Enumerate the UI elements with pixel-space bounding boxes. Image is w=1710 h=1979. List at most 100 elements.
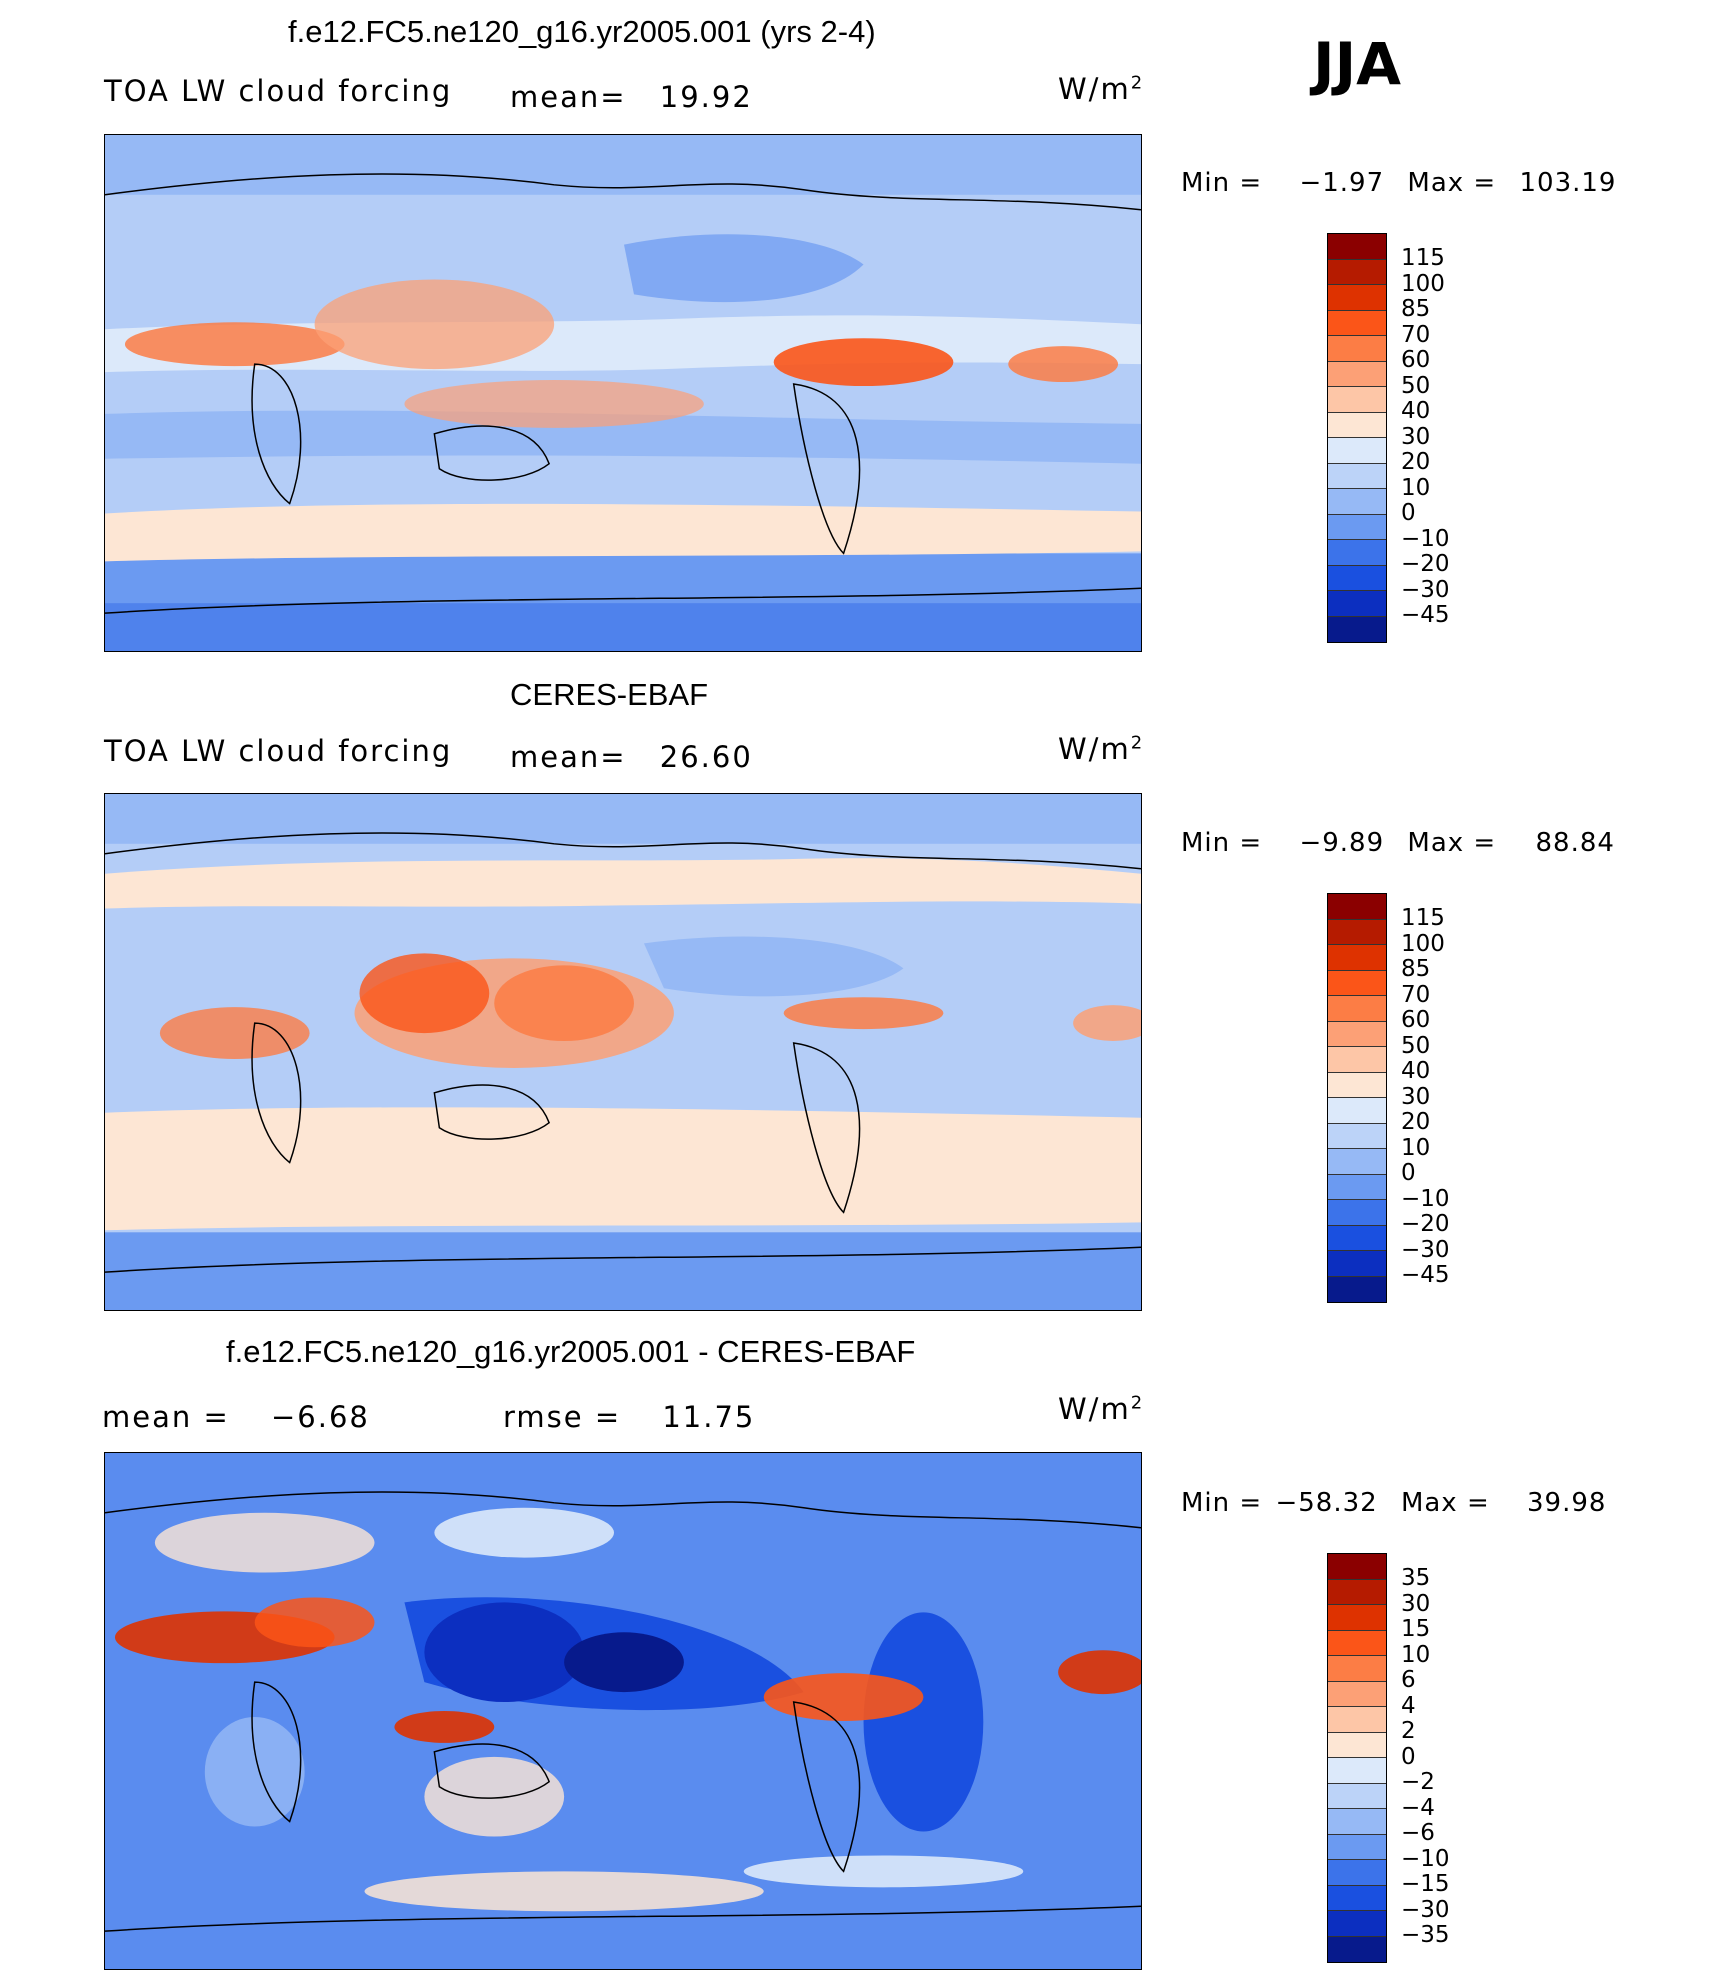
colorbar-swatch <box>1328 591 1386 617</box>
panel2-colorbar <box>1327 893 1387 1303</box>
colorbar-tick-label: 30 <box>1401 1083 1431 1110</box>
colorbar-tick-label: 40 <box>1401 1058 1431 1084</box>
panel2-variable: TOA LW cloud forcing <box>104 734 453 768</box>
colorbar-tick-label: 50 <box>1401 1032 1431 1059</box>
colorbar-swatch <box>1328 1098 1386 1124</box>
colorbar-swatch <box>1328 234 1386 260</box>
colorbar-swatch <box>1328 1123 1386 1149</box>
colorbar-tick-label: 20 <box>1401 1109 1431 1135</box>
panel1-min-value: −1.97 <box>1299 168 1385 198</box>
panel2-colorbar-labels: 115 100 85 70 60 50 40 30 20 10 0 −10 −20 −30 −45 <box>1401 905 1481 1289</box>
panel2-map-graphic <box>105 794 1141 1310</box>
colorbar-tick-label: 10 <box>1401 474 1431 501</box>
panel2-min-value: −9.89 <box>1299 828 1385 858</box>
panel3-rmse-value: 11.75 <box>662 1400 756 1434</box>
panel1-units-sup: 2 <box>1130 72 1145 94</box>
colorbar-swatch <box>1328 387 1386 413</box>
panel2-mean-label: mean= <box>510 740 627 774</box>
colorbar-tick-label: −10 <box>1401 525 1450 552</box>
colorbar-tick-label: 6 <box>1401 1667 1416 1693</box>
colorbar-tick-label: −20 <box>1401 551 1450 577</box>
panel1-units: W/m2 <box>1058 72 1144 106</box>
colorbar-tick-label: 10 <box>1401 1134 1431 1161</box>
panel3-mean-value: −6.68 <box>270 1400 370 1434</box>
colorbar-tick-label: 0 <box>1401 1743 1416 1770</box>
colorbar-swatch <box>1328 945 1386 971</box>
colorbar-swatch <box>1328 1021 1386 1047</box>
panel1-units-text: W/m <box>1058 72 1131 106</box>
panel1-mean-label: mean= <box>510 80 627 114</box>
colorbar-tick-label: 0 <box>1401 500 1416 526</box>
panel2-max-value: 88.84 <box>1535 828 1615 858</box>
colorbar-swatch <box>1328 1783 1386 1809</box>
colorbar-swatch <box>1328 1174 1386 1200</box>
colorbar-tick-label: 60 <box>1401 347 1431 373</box>
panel1-colorbar <box>1327 233 1387 643</box>
panel3-units-text: W/m <box>1058 1392 1131 1426</box>
colorbar-swatch <box>1328 1149 1386 1175</box>
colorbar-tick-label: −20 <box>1401 1211 1450 1237</box>
panel1-map <box>104 134 1142 652</box>
colorbar-tick-label: −30 <box>1401 1236 1450 1263</box>
colorbar-tick-label: 100 <box>1401 270 1445 297</box>
panel3-colorbar <box>1327 1553 1387 1963</box>
colorbar-tick-label: 115 <box>1401 905 1445 931</box>
colorbar-tick-label: 60 <box>1401 1007 1431 1033</box>
colorbar-swatch <box>1328 1276 1386 1302</box>
panel2-mean-value: 26.60 <box>659 740 753 774</box>
colorbar-tick-label: −10 <box>1401 1845 1450 1872</box>
panel3-colorbar-labels: 35 30 15 10 6 4 2 0 −2 −4 −6 −10 −15 −30 −35 <box>1401 1565 1481 1949</box>
colorbar-tick-label: −10 <box>1401 1185 1450 1212</box>
colorbar-swatch <box>1328 1732 1386 1758</box>
colorbar-tick-label: 10 <box>1401 1641 1431 1668</box>
panel3-max-label: Max = <box>1400 1488 1490 1518</box>
colorbar-swatch <box>1328 310 1386 336</box>
panel1-variable: TOA LW cloud forcing <box>104 74 453 108</box>
panel1-minmax: Min = −1.97 Max = 103.19 <box>1181 168 1616 198</box>
colorbar-swatch <box>1328 1809 1386 1835</box>
colorbar-swatch <box>1328 285 1386 311</box>
colorbar-swatch <box>1328 1885 1386 1911</box>
panel1-max-value: 103.19 <box>1519 168 1617 198</box>
panel3-units: W/m2 <box>1058 1392 1144 1426</box>
panel2-min-label: Min = <box>1181 828 1263 858</box>
panel3-min-label: Min = <box>1181 1488 1263 1518</box>
colorbar-tick-label: 0 <box>1401 1160 1416 1186</box>
colorbar-tick-label: −35 <box>1401 1922 1450 1948</box>
colorbar-swatch <box>1328 1758 1386 1784</box>
colorbar-swatch <box>1328 1681 1386 1707</box>
colorbar-swatch <box>1328 1630 1386 1656</box>
colorbar-swatch <box>1328 1605 1386 1631</box>
colorbar-tick-label: −4 <box>1401 1794 1435 1821</box>
colorbar-swatch <box>1328 1200 1386 1226</box>
panel2-minmax: Min = −9.89 Max = 88.84 <box>1181 828 1615 858</box>
panel2-mean: mean= 26.60 <box>510 740 753 774</box>
colorbar-tick-label: −30 <box>1401 576 1450 603</box>
colorbar-swatch <box>1328 1911 1386 1937</box>
colorbar-tick-label: 85 <box>1401 296 1431 322</box>
colorbar-tick-label: −45 <box>1401 602 1450 628</box>
colorbar-swatch <box>1328 463 1386 489</box>
panel3-max-value: 39.98 <box>1527 1488 1607 1518</box>
colorbar-tick-label: 30 <box>1401 423 1431 450</box>
panel3-title: f.e12.FC5.ne120_g16.yr2005.001 - CERES-E… <box>226 1334 916 1369</box>
panel1-mean: mean= 19.92 <box>510 80 753 114</box>
colorbar-swatch <box>1328 1656 1386 1682</box>
colorbar-tick-label: −15 <box>1401 1871 1450 1897</box>
colorbar-swatch <box>1328 894 1386 920</box>
panel2-units: W/m2 <box>1058 732 1144 766</box>
colorbar-swatch <box>1328 565 1386 591</box>
colorbar-tick-label: 30 <box>1401 1590 1431 1617</box>
panel3-mean: mean = −6.68 <box>102 1400 370 1434</box>
panel3-mean-label: mean = <box>102 1400 230 1434</box>
panel3-rmse: rmse = 11.75 <box>503 1400 755 1434</box>
colorbar-swatch <box>1328 1072 1386 1098</box>
colorbar-swatch <box>1328 1707 1386 1733</box>
panel3-min-value: −58.32 <box>1275 1488 1378 1518</box>
colorbar-swatch <box>1328 1047 1386 1073</box>
colorbar-swatch <box>1328 336 1386 362</box>
panel3-units-sup: 2 <box>1130 1392 1145 1414</box>
colorbar-tick-label: 35 <box>1401 1565 1431 1591</box>
panel1-mean-value: 19.92 <box>659 80 753 114</box>
colorbar-swatch <box>1328 412 1386 438</box>
